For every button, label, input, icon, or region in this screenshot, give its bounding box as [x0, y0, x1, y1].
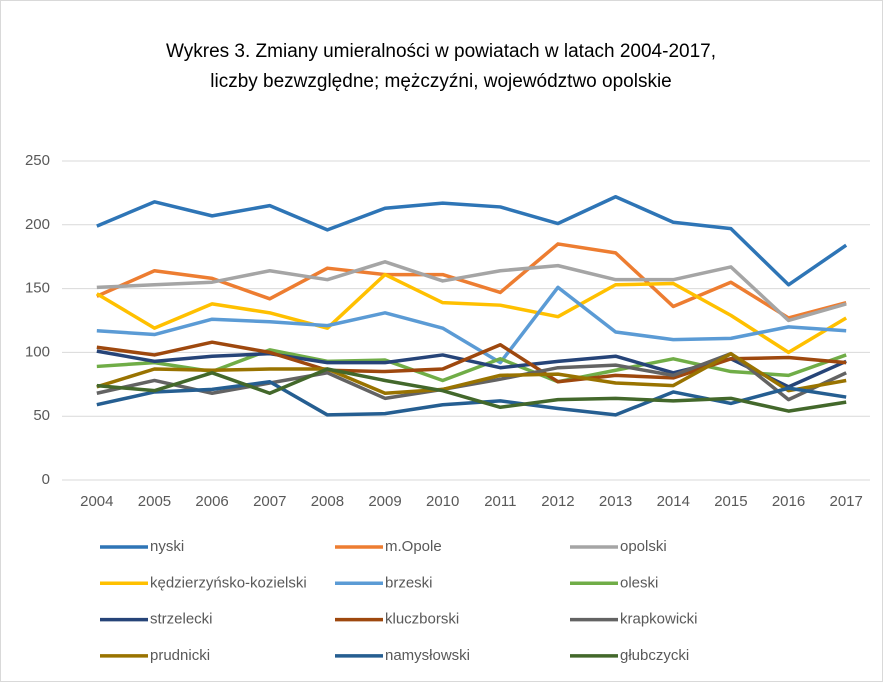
y-tick-label: 50	[33, 407, 50, 424]
x-tick-label: 2008	[311, 493, 344, 510]
legend-label: kluczborski	[385, 611, 459, 628]
x-tick-label: 2007	[253, 493, 286, 510]
x-tick-label: 2012	[541, 493, 574, 510]
x-tick-label: 2010	[426, 493, 459, 510]
series-line	[96, 260, 847, 323]
y-tick-label: 100	[25, 343, 50, 360]
legend-label: głubczycki	[620, 647, 689, 664]
x-tick-label: 2009	[368, 493, 401, 510]
x-tick-label: 2016	[772, 493, 805, 510]
series-line	[96, 379, 847, 417]
series-line	[96, 367, 847, 413]
x-tick-label: 2004	[80, 493, 113, 510]
series-line	[96, 340, 847, 384]
legend-label: opolski	[620, 538, 667, 555]
x-tick-label: 2006	[195, 493, 228, 510]
series-line	[96, 351, 847, 395]
legend-label: nyski	[150, 538, 184, 555]
x-tick-label: 2015	[714, 493, 747, 510]
series-line	[96, 285, 847, 365]
chart-title: liczby bezwzględne; mężczyźni, województ…	[210, 71, 671, 92]
x-tick-label: 2005	[138, 493, 171, 510]
legend-label: brzeski	[385, 574, 433, 591]
series-line	[96, 348, 847, 384]
series-line	[96, 194, 848, 287]
chart-title: Wykres 3. Zmiany umieralności w powiatac…	[166, 41, 716, 62]
x-tick-label: 2011	[484, 493, 516, 510]
y-tick-label: 200	[25, 216, 50, 233]
legend-label: m.Opole	[385, 538, 442, 555]
legend-label: kędzierzyńsko-kozielski	[150, 574, 307, 591]
y-tick-label: 150	[25, 280, 50, 297]
y-tick-label: 250	[25, 152, 50, 169]
legend-label: namysłowski	[385, 647, 470, 664]
y-tick-label: 0	[42, 471, 50, 488]
legend-label: krapkowicki	[620, 611, 698, 628]
x-tick-label: 2014	[657, 493, 690, 510]
legend-label: oleski	[620, 574, 658, 591]
legend-label: prudnicki	[150, 647, 210, 664]
series-line	[95, 272, 848, 355]
legend-label: strzelecki	[150, 611, 213, 628]
x-tick-label: 2017	[829, 493, 862, 510]
x-tick-label: 2013	[599, 493, 632, 510]
